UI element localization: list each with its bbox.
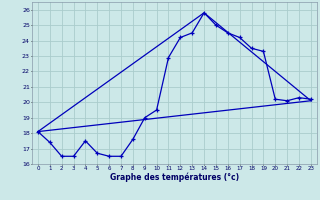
X-axis label: Graphe des températures (°c): Graphe des températures (°c)	[110, 172, 239, 182]
